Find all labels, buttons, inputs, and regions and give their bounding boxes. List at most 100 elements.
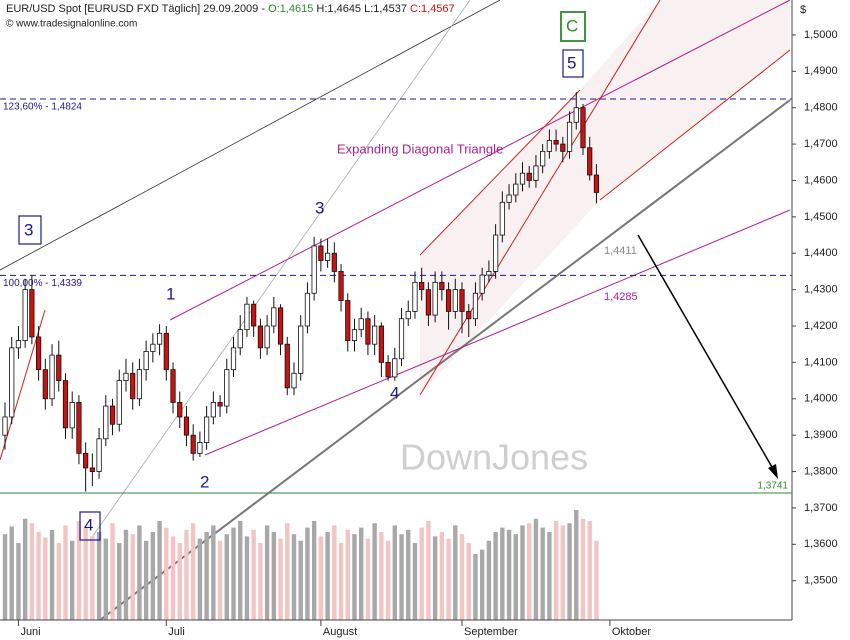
x-tick-label: Juli bbox=[168, 626, 185, 638]
volume-bar bbox=[500, 527, 505, 620]
volume-bar bbox=[466, 543, 471, 620]
volume-bar bbox=[190, 523, 196, 620]
candle-body bbox=[566, 121, 573, 152]
candle-body bbox=[9, 347, 15, 418]
volume-bar bbox=[103, 538, 109, 620]
candle-body bbox=[271, 307, 277, 327]
candle-body bbox=[251, 303, 257, 327]
volume-bar bbox=[439, 532, 445, 620]
pattern-line bbox=[169, 0, 791, 321]
y-tick-label: 1,4400 bbox=[804, 247, 838, 259]
level-label: 1,3741 bbox=[757, 481, 788, 492]
candle-body bbox=[96, 438, 102, 472]
channel-line bbox=[419, 89, 581, 256]
candle-body bbox=[472, 292, 479, 320]
candle-body bbox=[304, 292, 311, 327]
volume-bar bbox=[123, 529, 129, 620]
line-label: 1,4285 bbox=[604, 291, 638, 303]
volume-bar bbox=[49, 529, 55, 620]
arrow-head bbox=[768, 464, 778, 479]
candle-body bbox=[351, 329, 358, 341]
candle-body bbox=[163, 332, 169, 371]
volume-bar bbox=[352, 534, 357, 620]
y-tick-label: 1,4100 bbox=[804, 356, 838, 368]
candle-body bbox=[62, 380, 69, 429]
volume-bar bbox=[486, 540, 492, 620]
volume-bar bbox=[311, 521, 317, 620]
volume-bar bbox=[29, 523, 35, 620]
candle-body bbox=[587, 147, 593, 176]
volume-bar bbox=[560, 525, 566, 620]
candle-body bbox=[177, 402, 183, 418]
y-tick-label: 1,4000 bbox=[804, 393, 838, 405]
volume-bar bbox=[204, 532, 209, 620]
y-tick-label: 1,4600 bbox=[804, 174, 838, 186]
header-high: H:1,4645 bbox=[316, 3, 361, 15]
volume-bar bbox=[143, 540, 149, 620]
candle-body bbox=[593, 174, 600, 193]
wave-box bbox=[18, 215, 42, 245]
trend-line bbox=[89, 0, 471, 541]
candle-body bbox=[553, 140, 559, 145]
currency-label: $ bbox=[800, 4, 806, 16]
wave-box bbox=[560, 11, 586, 42]
candle-body bbox=[29, 289, 35, 338]
candle-body bbox=[526, 172, 532, 181]
candle-body bbox=[345, 300, 351, 341]
x-tick-label: Oktober bbox=[612, 626, 651, 638]
candle-body bbox=[398, 318, 405, 360]
candles-layer bbox=[2, 92, 600, 492]
candle-body bbox=[466, 311, 472, 320]
volume-bar bbox=[345, 529, 350, 620]
volume-bar bbox=[164, 527, 169, 620]
volume-bar bbox=[244, 536, 250, 620]
volume-bar bbox=[231, 527, 236, 620]
header-line: EUR/USD Spot [EURUSD FXD Täglich] 29.09.… bbox=[6, 3, 455, 15]
candle-body bbox=[264, 325, 270, 349]
candle-body bbox=[513, 183, 519, 196]
volume-bar bbox=[56, 543, 61, 620]
volume-bar bbox=[291, 534, 297, 620]
volume-bar bbox=[332, 525, 337, 620]
volume-bar bbox=[264, 525, 270, 620]
y-tick-label: 1,3500 bbox=[804, 575, 838, 587]
candle-body bbox=[36, 336, 42, 371]
volume-bar bbox=[117, 543, 122, 620]
wave-label: 5 bbox=[567, 53, 576, 72]
volume-bar bbox=[318, 536, 324, 620]
volume-bar bbox=[76, 521, 82, 620]
volume-bar bbox=[36, 532, 41, 620]
y-tick-label: 1,3900 bbox=[804, 429, 838, 441]
candle-body bbox=[284, 343, 290, 389]
x-tick-label: Juni bbox=[20, 626, 40, 638]
candle-body bbox=[210, 402, 216, 418]
candle-body bbox=[116, 380, 122, 425]
line-label: 1,4411 bbox=[604, 245, 637, 257]
level-label: 123,60% - 1,4824 bbox=[3, 102, 82, 113]
volume-bar bbox=[426, 521, 431, 620]
candle-body bbox=[519, 172, 526, 185]
candle-body bbox=[338, 271, 344, 301]
header-title: EUR/USD Spot [EURUSD FXD Täglich] 29.09.… bbox=[6, 3, 268, 15]
volume-bar bbox=[479, 549, 485, 620]
x-tick-label: September bbox=[464, 626, 518, 638]
volume-bar bbox=[9, 526, 14, 620]
volume-bar bbox=[43, 537, 48, 620]
volume-bar bbox=[224, 534, 229, 620]
candle-body bbox=[83, 452, 89, 469]
volume-bar bbox=[379, 532, 384, 620]
axes-layer: 1,3500 1,3600 1,3700 1,3800 1,3900 1,4000 1,41… bbox=[17, 29, 838, 638]
volume-bar bbox=[70, 540, 75, 620]
candle-body bbox=[56, 354, 62, 381]
candle-body bbox=[493, 234, 499, 272]
volume-bar bbox=[110, 523, 115, 620]
candle-body bbox=[385, 361, 391, 378]
volume-bar bbox=[170, 536, 176, 620]
candle-body bbox=[224, 369, 230, 407]
pattern-label: Expanding Diagonal Triangle bbox=[337, 141, 503, 156]
candle-body bbox=[506, 194, 512, 203]
candle-body bbox=[372, 325, 378, 345]
candle-body bbox=[533, 165, 539, 181]
candle-body bbox=[109, 405, 116, 425]
